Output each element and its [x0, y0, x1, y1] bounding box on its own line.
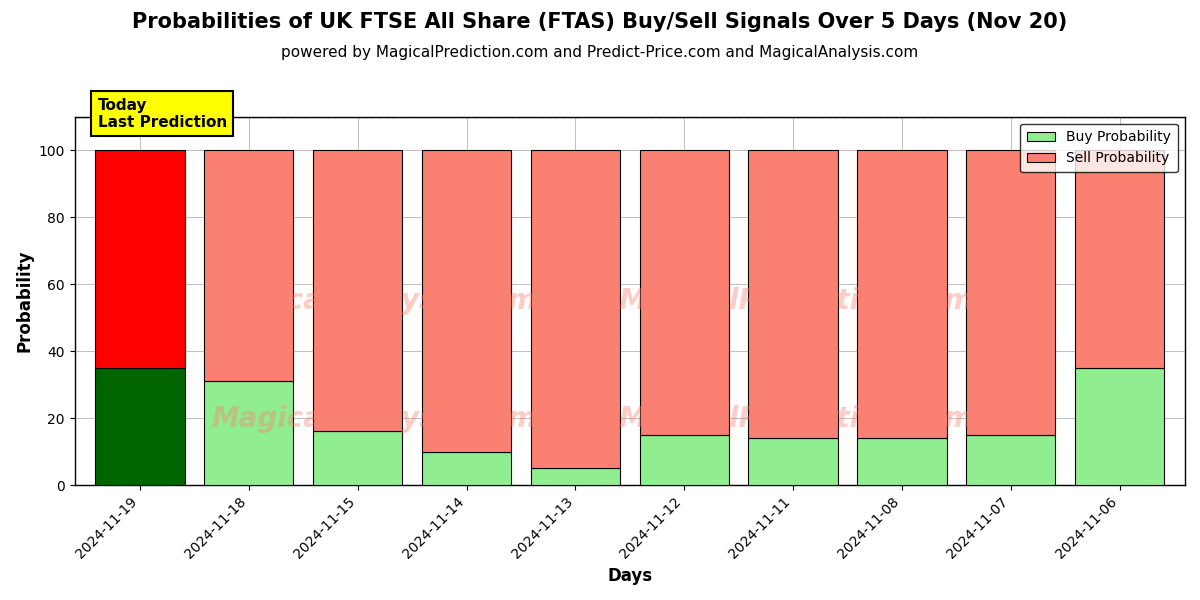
Text: Today
Last Prediction: Today Last Prediction — [97, 98, 227, 130]
Bar — [95, 368, 185, 485]
Text: powered by MagicalPrediction.com and Predict-Price.com and MagicalAnalysis.com: powered by MagicalPrediction.com and Pre… — [281, 45, 919, 60]
Bar — [640, 435, 728, 485]
Legend: Buy Probability, Sell Probability: Buy Probability, Sell Probability — [1020, 124, 1178, 172]
Bar — [530, 469, 620, 485]
Text: MagicalAnalysis.com: MagicalAnalysis.com — [211, 405, 538, 433]
Bar — [749, 438, 838, 485]
Bar — [422, 150, 511, 452]
Bar — [204, 381, 294, 485]
Bar — [1075, 150, 1164, 368]
Text: MagicalPrediction.com: MagicalPrediction.com — [619, 287, 974, 315]
Bar — [204, 150, 294, 381]
Y-axis label: Probability: Probability — [16, 250, 34, 352]
Bar — [640, 150, 728, 435]
Bar — [966, 435, 1056, 485]
Bar — [749, 150, 838, 438]
Bar — [857, 438, 947, 485]
Bar — [857, 150, 947, 438]
Bar — [1075, 368, 1164, 485]
X-axis label: Days: Days — [607, 567, 653, 585]
Bar — [313, 431, 402, 485]
Bar — [966, 150, 1056, 435]
Bar — [313, 150, 402, 431]
Text: Probabilities of UK FTSE All Share (FTAS) Buy/Sell Signals Over 5 Days (Nov 20): Probabilities of UK FTSE All Share (FTAS… — [132, 12, 1068, 32]
Bar — [530, 150, 620, 469]
Bar — [422, 452, 511, 485]
Text: MagicalAnalysis.com: MagicalAnalysis.com — [211, 287, 538, 315]
Bar — [95, 150, 185, 368]
Text: MagicalPrediction.com: MagicalPrediction.com — [619, 405, 974, 433]
